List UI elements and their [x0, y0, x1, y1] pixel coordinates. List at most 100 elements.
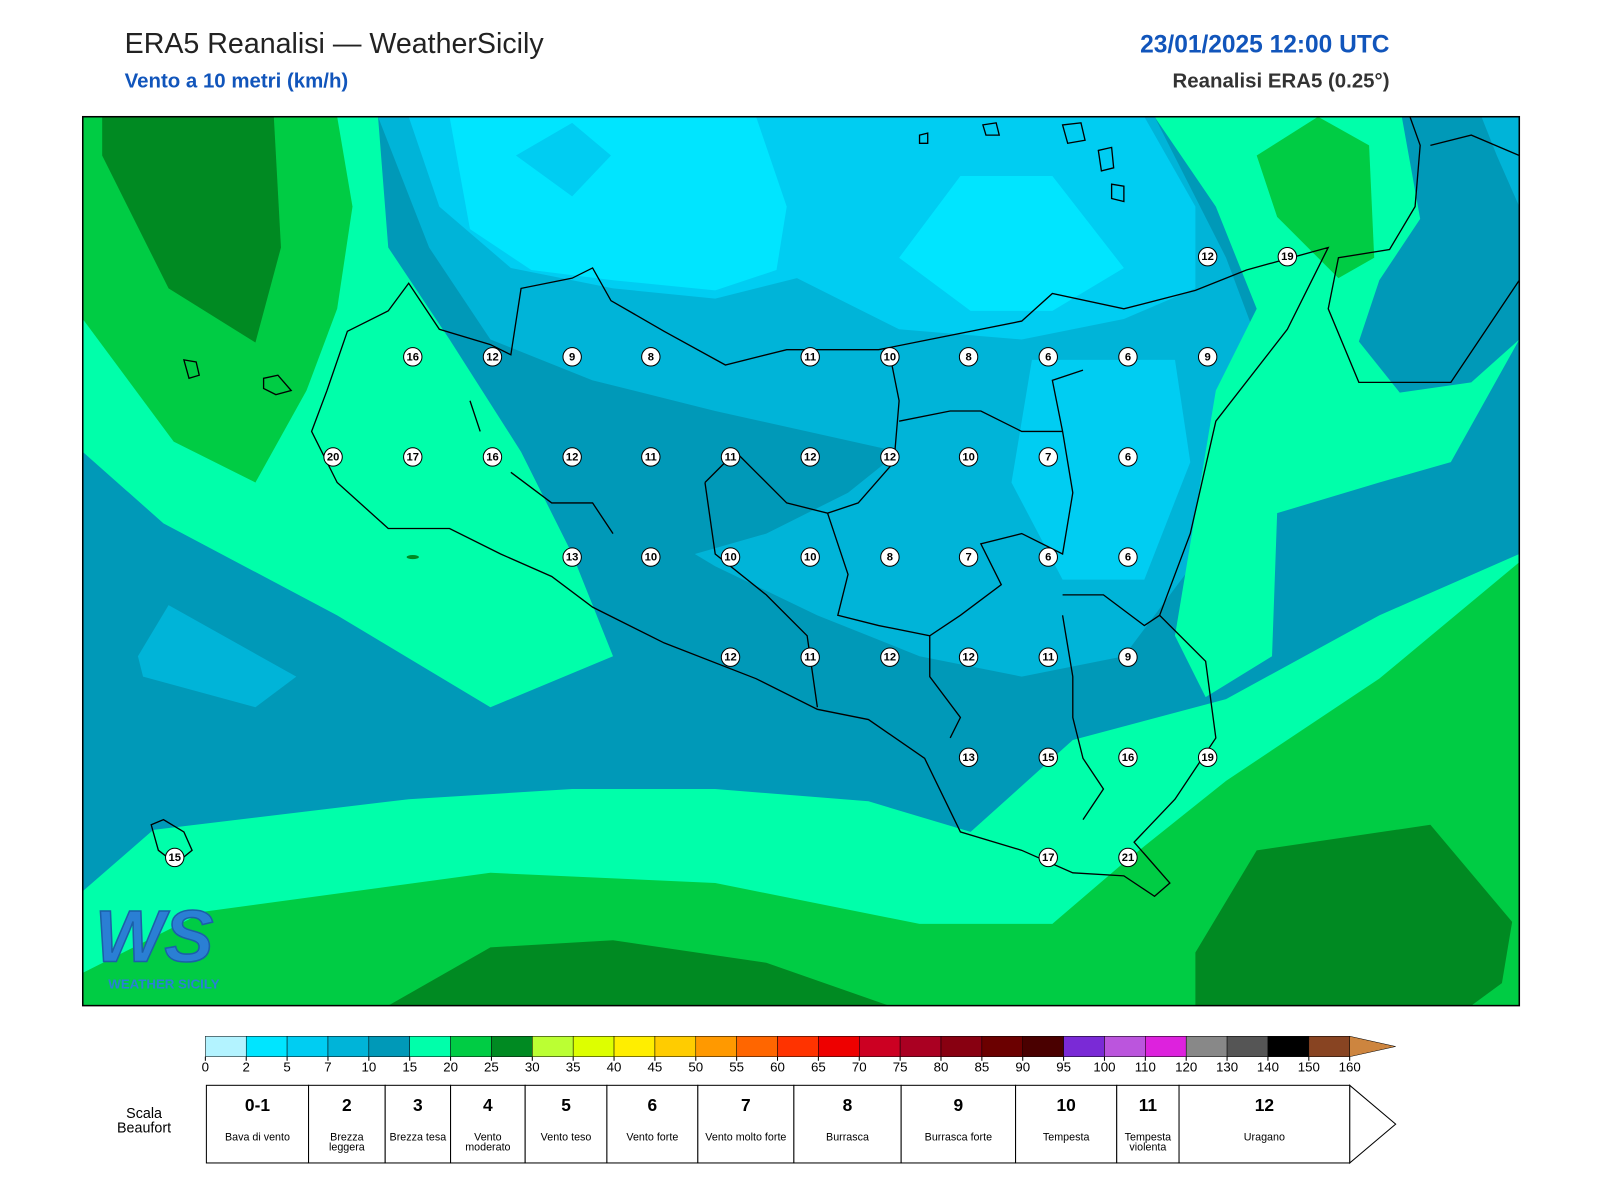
map-frame — [81, 115, 1521, 1007]
beaufort-cell — [308, 1084, 386, 1164]
wind-label: 10 — [804, 552, 816, 564]
station-marker — [1038, 347, 1058, 367]
subtitle: Vento a 10 metri (km/h) — [125, 70, 349, 92]
colorbar-tick-label: 60 — [770, 1059, 785, 1074]
station-marker — [1197, 347, 1218, 367]
beaufort-cell-text: 7 Vento molto forte — [698, 1096, 794, 1163]
station-marker — [1118, 447, 1138, 467]
colorbar-segment — [532, 1036, 574, 1057]
station-marker — [403, 447, 423, 467]
wind-label: 13 — [962, 752, 974, 764]
station-marker — [1197, 246, 1218, 267]
station-marker — [880, 547, 900, 567]
colorbar-tick-label: 95 — [1056, 1059, 1071, 1074]
logo: WS WEATHER SICILY — [94, 894, 219, 992]
wind-label: 10 — [884, 351, 896, 363]
wind-label: 7 — [965, 552, 971, 564]
colorbar-segment — [572, 1036, 615, 1057]
colorbar-segment — [205, 1036, 247, 1057]
colorbar-segment — [695, 1036, 737, 1057]
wind-label: 9 — [1205, 351, 1211, 363]
beaufort-description: Vento forte — [626, 1131, 679, 1144]
colorbar-tick-label: 0 — [202, 1059, 209, 1074]
colorbar-tick-label: 120 — [1175, 1059, 1197, 1074]
wind-label: 11 — [804, 652, 816, 664]
beaufort-cell-text: 0-1 Bava di vento — [206, 1096, 308, 1163]
beaufort-scale: 0-1 Bava di vento 2 Brezza leggera 3 Brezza t… — [205, 1084, 1397, 1165]
beaufort-cell — [1015, 1084, 1118, 1164]
beaufort-grade: 9 — [953, 1095, 964, 1115]
colorbar-tick-label: 110 — [1135, 1059, 1156, 1074]
colorbar-segment — [1104, 1036, 1146, 1057]
station-marker — [562, 347, 582, 367]
wind-label: 9 — [569, 351, 575, 363]
beaufort-cell-content: 11 Tempesta violenta — [1125, 1095, 1172, 1153]
beaufort-cell-content: 0-1 Bava di vento — [206, 1096, 308, 1163]
colorbar-segment — [1308, 1036, 1350, 1057]
station-marker — [880, 347, 900, 367]
station-marker — [1197, 747, 1218, 768]
beaufort-cell-content: 7 Vento molto forte — [698, 1096, 794, 1163]
station-marker — [1038, 747, 1058, 768]
wind-label: 11 — [804, 351, 816, 363]
wind-label: 12 — [962, 652, 974, 664]
station-marker — [482, 447, 503, 467]
wind-label: 8 — [965, 351, 971, 363]
wind-label: 6 — [1125, 451, 1131, 463]
wind-label: 12 — [566, 451, 578, 463]
beaufort-cell — [1178, 1084, 1351, 1164]
station-marker — [880, 447, 900, 467]
wind-label: 21 — [1122, 852, 1134, 864]
colorbar-tick-label: 75 — [893, 1059, 908, 1074]
beaufort-description: Uragano — [1243, 1131, 1285, 1144]
wind-label: 6 — [1045, 351, 1051, 363]
beaufort-cell — [697, 1084, 795, 1164]
beaufort-cell-text: 9 Burrasca forte — [901, 1096, 1015, 1163]
station-marker — [800, 547, 820, 567]
colorbar-tick-label: 160 — [1339, 1059, 1361, 1074]
beaufort-cell — [450, 1084, 526, 1164]
colorbar-segment — [940, 1036, 983, 1057]
beaufort-cell-content: 4 Vento moderato — [465, 1096, 510, 1153]
wind-label: 19 — [1281, 251, 1293, 263]
beaufort-description: Brezza leggera — [328, 1131, 365, 1154]
wind-label: 10 — [645, 552, 657, 564]
beaufort-arrow — [1349, 1084, 1397, 1165]
wind-label: 12 — [486, 351, 498, 363]
wind-field — [82, 116, 1520, 1006]
station-marker — [800, 447, 820, 467]
colorbar-segment — [654, 1036, 697, 1057]
colorbar-tick-label: 15 — [402, 1059, 417, 1074]
colorbar-segment — [818, 1036, 860, 1057]
beaufort-cell — [606, 1084, 699, 1164]
wind-label: 10 — [724, 552, 736, 564]
wind-label: 8 — [887, 552, 893, 564]
station-marker — [958, 347, 979, 367]
wind-label: 10 — [962, 451, 974, 463]
wind-label: 12 — [724, 652, 736, 664]
station-marker — [323, 447, 343, 467]
wind-label: 6 — [1045, 552, 1051, 564]
wind-label: 12 — [884, 451, 896, 463]
colorbar-segment — [1267, 1036, 1310, 1057]
beaufort-description: Burrasca — [826, 1131, 869, 1144]
station-marker — [958, 447, 979, 467]
colorbar-tick-label: 150 — [1298, 1059, 1320, 1074]
colorbar-tick-label: 5 — [283, 1059, 290, 1074]
beaufort-cell-text: 6 Vento forte — [607, 1096, 698, 1163]
station-marker — [880, 647, 900, 667]
wind-label: 8 — [648, 351, 654, 363]
beaufort-description: Tempesta — [1042, 1131, 1090, 1144]
wind-label: 7 — [1045, 451, 1051, 463]
station-marker — [562, 547, 582, 567]
colorbar-segment — [1022, 1036, 1064, 1057]
station-marker — [800, 347, 820, 367]
colorbar-segment — [245, 1036, 288, 1057]
beaufort-description: Brezza tesa — [389, 1131, 447, 1144]
beaufort-grade: 11 — [1138, 1095, 1158, 1115]
wind-label: 6 — [1125, 552, 1131, 564]
station-marker — [1118, 547, 1138, 567]
station-marker — [1038, 647, 1058, 667]
beaufort-label: Scala Beaufort — [117, 1105, 172, 1136]
